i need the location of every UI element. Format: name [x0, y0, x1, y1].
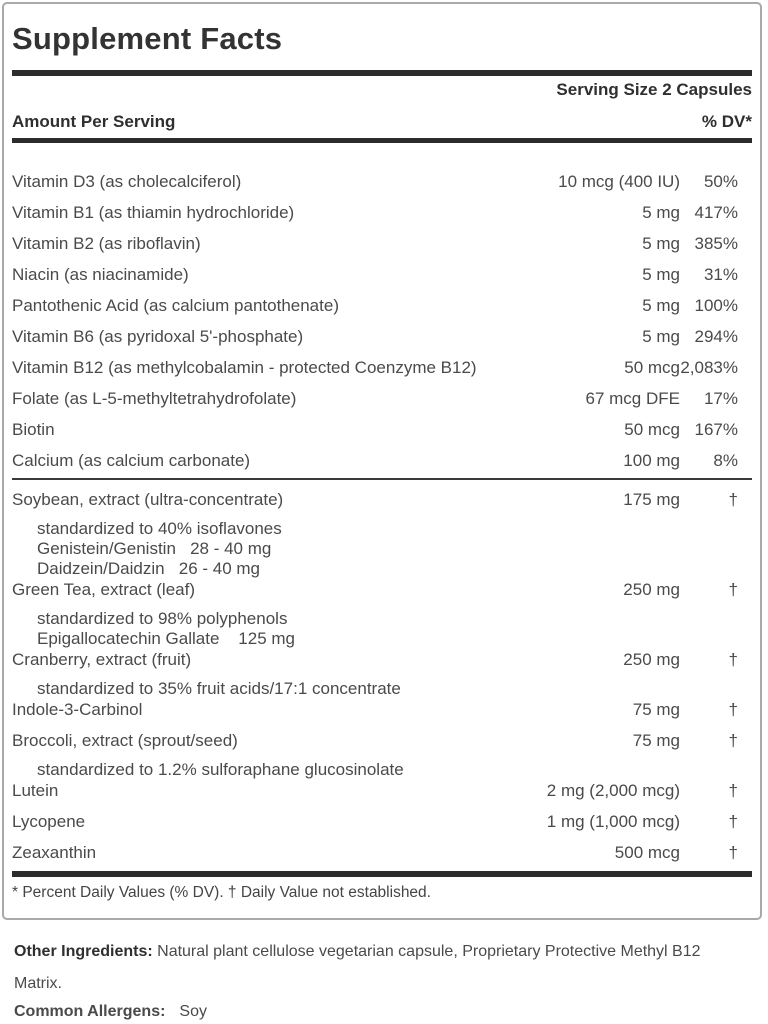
dv-column-label: % DV*: [701, 112, 752, 131]
ingredient-dv: †: [728, 781, 738, 800]
nutrient-amount: 50 mcg: [624, 420, 680, 439]
nutrient-name: Pantothenic Acid (as calcium pantothenat…: [12, 296, 339, 315]
nutrient-name: Vitamin B1 (as thiamin hydrochloride): [12, 203, 295, 222]
ingredient-dv: †: [728, 650, 738, 669]
other-ingredients: Other Ingredients: Natural plant cellulo…: [14, 936, 726, 1000]
ingredient-row: Broccoli, extract (sprout/seed) 75 mg †: [12, 732, 752, 750]
serving-size: Serving Size 2 Capsules: [556, 80, 752, 99]
ingredient-name: Indole-3-Carbinol: [12, 700, 143, 719]
nutrient-dv: 385%: [694, 234, 738, 253]
nutrient-row: Vitamin B12 (as methylcobalamin - protec…: [12, 359, 752, 377]
ingredient-name: Green Tea, extract (leaf): [12, 580, 195, 599]
nutrient-amount: 5 mg: [642, 203, 680, 222]
ingredient-row: Cranberry, extract (fruit) 250 mg †: [12, 651, 752, 669]
nutrient-amount: 5 mg: [642, 234, 680, 253]
ingredient-dv: †: [728, 700, 738, 719]
common-allergens-label: Common Allergens:: [14, 1003, 166, 1020]
thick-rule-header: [12, 138, 752, 143]
nutrient-row: Pantothenic Acid (as calcium pantothenat…: [12, 297, 752, 315]
ingredient-amount: 175 mg: [623, 490, 680, 509]
common-allergens: Common Allergens: Soy: [14, 1002, 734, 1021]
ingredient-name: Lutein: [12, 781, 59, 800]
ingredient-name: Soybean, extract (ultra-concentrate): [12, 490, 284, 509]
supplement-facts-panel: Supplement Facts Serving Size 2 Capsules…: [2, 2, 762, 920]
nutrient-row: Vitamin B6 (as pyridoxal 5'-phosphate) 5…: [12, 328, 752, 346]
nutrient-amount: 100 mg: [623, 451, 680, 470]
thick-rule-top: [12, 70, 752, 76]
nutrient-dv: 8%: [713, 451, 738, 470]
ingredient-subnote: Daidzein/Daidzin 26 - 40 mg: [37, 559, 261, 578]
ingredient-row: Zeaxanthin 500 mcg †: [12, 844, 752, 862]
ingredient-row: Lutein 2 mg (2,000 mcg) †: [12, 782, 752, 800]
nutrient-row: Folate (as L-5-methyltetrahydrofolate) 6…: [12, 390, 752, 408]
ingredient-amount: 250 mg: [623, 650, 680, 669]
ingredient-amount: 1 mg (1,000 mcg): [546, 812, 680, 831]
nutrient-amount: 5 mg: [642, 296, 680, 315]
other-ingredients-text: Natural plant cellulose vegetarian capsu…: [14, 943, 701, 992]
ingredient-name: Cranberry, extract (fruit): [12, 650, 192, 669]
nutrient-name: Vitamin B12 (as methylcobalamin - protec…: [12, 358, 477, 377]
nutrient-dv: 2,083%: [680, 358, 738, 377]
nutrient-row: Vitamin B1 (as thiamin hydrochloride) 5 …: [12, 204, 752, 222]
nutrient-name: Biotin: [12, 420, 55, 439]
ingredient-dv: †: [728, 490, 738, 509]
nutrient-row: Niacin (as niacinamide) 5 mg 31%: [12, 266, 752, 284]
nutrient-dv: 31%: [703, 265, 738, 284]
nutrient-row: Vitamin B2 (as riboflavin) 5 mg 385%: [12, 235, 752, 253]
other-ingredients-label: Other Ingredients:: [14, 943, 153, 960]
common-allergens-value: Soy: [179, 1003, 207, 1020]
amount-per-serving-label: Amount Per Serving: [12, 112, 176, 131]
ingredient-dv: †: [728, 843, 738, 862]
nutrient-name: Folate (as L-5-methyltetrahydrofolate): [12, 389, 297, 408]
nutrient-amount: 50 mcg: [624, 358, 680, 377]
nutrient-name: Vitamin D3 (as cholecalciferol): [12, 172, 242, 191]
nutrient-dv: 100%: [694, 296, 738, 315]
ingredient-row: Lycopene 1 mg (1,000 mcg) †: [12, 813, 752, 831]
ingredient-subnote: standardized to 40% isoflavones: [37, 519, 282, 538]
ingredient-subnote: Epigallocatechin Gallate 125 mg: [37, 629, 295, 648]
ingredient-amount: 500 mcg: [614, 843, 680, 862]
column-header-row: Amount Per Serving % DV*: [12, 112, 752, 131]
nutrient-amount: 10 mcg (400 IU): [558, 172, 680, 191]
ingredient-name: Lycopene: [12, 812, 86, 831]
ingredient-name: Broccoli, extract (sprout/seed): [12, 731, 238, 750]
nutrient-row: Vitamin D3 (as cholecalciferol) 10 mcg (…: [12, 173, 752, 191]
ingredient-row: Green Tea, extract (leaf) 250 mg †: [12, 581, 752, 599]
ingredient-row: Indole-3-Carbinol 75 mg †: [12, 701, 752, 719]
ingredient-amount: 250 mg: [623, 580, 680, 599]
nutrient-dv: 17%: [703, 389, 738, 408]
nutrient-dv: 167%: [694, 420, 738, 439]
ingredient-dv: †: [728, 580, 738, 599]
panel-title: Supplement Facts: [12, 21, 283, 56]
nutrient-name: Niacin (as niacinamide): [12, 265, 189, 284]
ingredient-dv: †: [728, 731, 738, 750]
ingredient-row: Soybean, extract (ultra-concentrate) 175…: [12, 491, 752, 509]
nutrient-dv: 50%: [703, 172, 738, 191]
nutrient-dv: 294%: [694, 327, 738, 346]
ingredient-amount: 75 mg: [632, 700, 680, 719]
nutrient-name: Vitamin B6 (as pyridoxal 5'-phosphate): [12, 327, 304, 346]
dv-footnote: * Percent Daily Values (% DV). † Daily V…: [12, 884, 431, 901]
nutrient-amount: 5 mg: [642, 265, 680, 284]
section-divider: [12, 478, 752, 480]
ingredient-dv: †: [728, 812, 738, 831]
thick-rule-bottom: [12, 871, 752, 877]
nutrient-amount: 67 mcg DFE: [585, 389, 680, 408]
nutrient-row: Biotin 50 mcg 167%: [12, 421, 752, 439]
label-details: Other Ingredients: Natural plant cellulo…: [2, 936, 746, 1021]
ingredient-subnote: standardized to 1.2% sulforaphane glucos…: [37, 760, 404, 779]
nutrient-row: Calcium (as calcium carbonate) 100 mg 8%: [12, 452, 752, 470]
ingredient-amount: 2 mg (2,000 mcg): [546, 781, 680, 800]
ingredient-amount: 75 mg: [632, 731, 680, 750]
nutrient-amount: 5 mg: [642, 327, 680, 346]
ingredient-name: Zeaxanthin: [12, 843, 97, 862]
ingredient-subnote: standardized to 35% fruit acids/17:1 con…: [37, 679, 401, 698]
ingredient-subnote: Genistein/Genistin 28 - 40 mg: [37, 539, 272, 558]
nutrient-name: Vitamin B2 (as riboflavin): [12, 234, 201, 253]
ingredient-subnote: standardized to 98% polyphenols: [37, 609, 288, 628]
nutrient-dv: 417%: [694, 203, 738, 222]
nutrient-name: Calcium (as calcium carbonate): [12, 451, 251, 470]
